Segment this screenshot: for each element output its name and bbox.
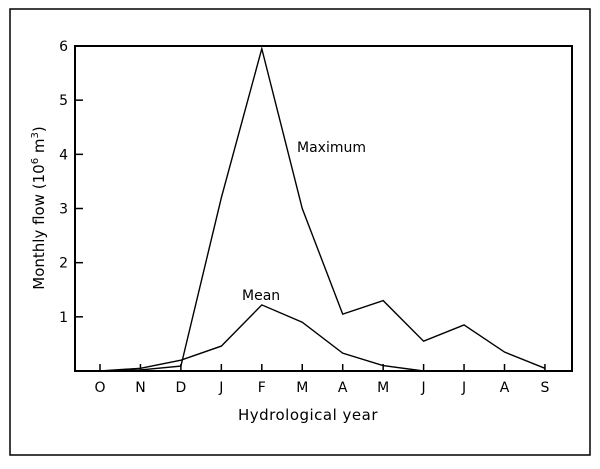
x-tick-label: A — [338, 380, 348, 396]
x-tick-label: N — [135, 380, 145, 396]
series-line-maximum — [99, 45, 546, 372]
x-axis-label: Hydrological year — [238, 406, 378, 424]
series-line-mean — [99, 304, 424, 372]
x-tick-label: J — [421, 380, 426, 396]
x-tick-label: A — [500, 380, 510, 396]
y-tick-label: 5 — [59, 93, 68, 109]
x-tick-label: F — [258, 380, 266, 396]
outer-frame — [9, 8, 591, 456]
x-tick-label: O — [94, 380, 105, 396]
x-tick-label: J — [461, 380, 466, 396]
series-label-mean: Mean — [242, 288, 280, 304]
y-tick-label: 4 — [59, 147, 68, 163]
x-tick-label: J — [218, 380, 223, 396]
y-tick-label: 6 — [59, 39, 68, 55]
y-tick-label: 2 — [59, 256, 68, 272]
x-tick-label: S — [541, 380, 550, 396]
x-tick-label: M — [377, 380, 389, 396]
plot-area — [74, 45, 573, 372]
y-axis-label: Monthly flow (106 m3) — [30, 126, 48, 289]
x-tick-label: D — [176, 380, 187, 396]
series-label-maximum: Maximum — [297, 140, 366, 156]
y-tick-label: 3 — [59, 202, 68, 218]
x-tick-label: M — [296, 380, 308, 396]
y-tick-label: 1 — [59, 310, 68, 326]
